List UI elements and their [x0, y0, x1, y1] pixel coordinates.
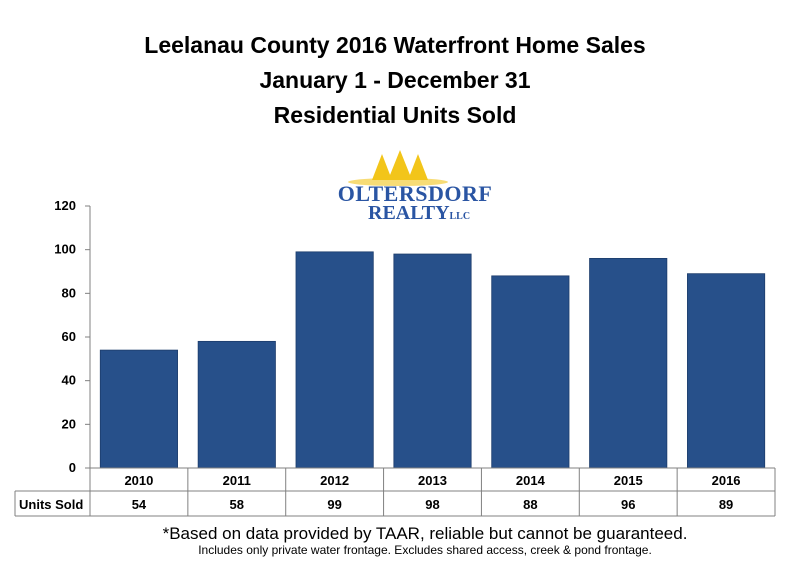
category-label-2010: 2010 [124, 473, 153, 488]
logo-name-line2: REALTYLLC [368, 202, 498, 225]
y-tick-label: 100 [54, 242, 76, 257]
y-tick-label: 0 [69, 460, 76, 475]
logo-llc: LLC [449, 211, 471, 222]
category-label-2016: 2016 [712, 473, 741, 488]
bar-2016 [687, 273, 766, 469]
bar-2015 [589, 257, 668, 469]
category-label-2015: 2015 [614, 473, 643, 488]
bar-2010 [99, 349, 178, 469]
bar-2012 [295, 251, 374, 469]
pine-trees-icon [348, 150, 448, 186]
footnote-scope: Includes only private water frontage. Ex… [198, 543, 652, 557]
title-line-1: Leelanau County 2016 Waterfront Home Sal… [144, 32, 646, 58]
category-label-2013: 2013 [418, 473, 447, 488]
logo-realty: REALTY [368, 202, 450, 224]
company-logo: OLTERSDORF REALTYLLC [330, 148, 500, 228]
title-line-3: Residential Units Sold [273, 102, 517, 128]
bar-2014 [491, 275, 570, 469]
bar-2013 [393, 253, 472, 469]
category-label-2012: 2012 [320, 473, 349, 488]
value-label-2013: 98 [425, 497, 439, 512]
y-tick-label: 40 [62, 373, 76, 388]
value-label-2010: 54 [132, 497, 147, 512]
footnote-source: *Based on data provided by TAAR, reliabl… [162, 524, 688, 543]
logo-name-line1: OLTERSDORF [337, 181, 493, 206]
table-row-label: Units Sold [19, 497, 83, 512]
category-label-2011: 2011 [223, 473, 251, 488]
title-line-2: January 1 - December 31 [259, 67, 531, 93]
y-tick-label: 80 [62, 285, 76, 300]
value-label-2015: 96 [621, 497, 635, 512]
value-label-2016: 89 [719, 497, 733, 512]
value-label-2014: 88 [523, 497, 537, 512]
value-label-2012: 99 [327, 497, 341, 512]
bar-2011 [197, 340, 276, 469]
y-tick-label: 120 [54, 198, 76, 213]
y-tick-label: 20 [62, 416, 76, 431]
category-label-2014: 2014 [516, 473, 546, 488]
value-label-2011: 58 [230, 497, 244, 512]
chart-title: Leelanau County 2016 Waterfront Home Sal… [0, 28, 790, 133]
y-tick-label: 60 [62, 329, 76, 344]
